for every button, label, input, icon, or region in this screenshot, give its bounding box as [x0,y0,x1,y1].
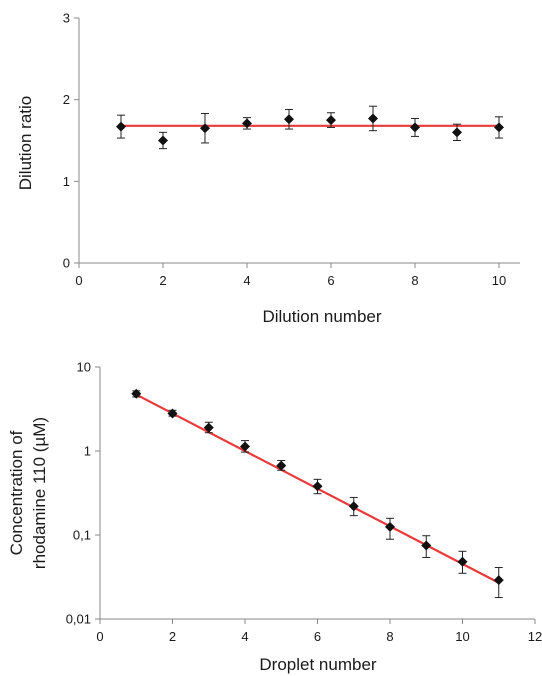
y-tick-label: 10 [77,360,91,375]
y-tick-label: 2 [63,92,70,107]
data-point [385,521,395,532]
x-tick-label: 8 [386,629,393,644]
data-point [348,501,359,512]
data-point [421,540,432,551]
data-point [368,113,378,124]
dilution-ratio-chart: Dilution number Dilution ratio 0 1 2 3 0 2 4 6 8… [16,11,520,326]
data-point [203,422,214,433]
concentration-chart: Droplet number Concentration of rhodamin… [7,360,542,675]
y-tick-label: 0,01 [66,612,91,627]
data-point [493,575,504,586]
top-y-axis-title: Dilution ratio [16,96,35,191]
data-point [131,388,142,399]
x-tick-label: 4 [243,273,250,288]
data-point [276,460,287,471]
x-tick-label: 8 [411,273,418,288]
data-point [284,114,294,125]
data-point [200,123,210,134]
x-tick-label: 2 [169,629,176,644]
x-tick-label: 0 [96,629,103,644]
x-tick-label: 10 [455,629,469,644]
y-tick-label: 1 [63,174,70,189]
x-tick-label: 6 [327,273,334,288]
data-point [494,122,504,133]
y-tick-label: 1 [84,444,91,459]
data-point [410,122,420,133]
x-tick-label: 6 [314,629,321,644]
data-point [457,556,468,567]
data-point [240,441,250,452]
data-point [167,408,178,419]
x-tick-label: 0 [75,273,82,288]
bottom-y-axis-title-line1: Concentration of [7,430,26,555]
y-tick-label: 3 [63,11,70,26]
y-tick-label: 0,1 [73,528,91,543]
data-point [116,121,126,132]
y-tick-label: 0 [63,256,70,271]
data-point [242,118,252,129]
bottom-x-axis-title: Droplet number [259,655,377,674]
data-point [158,135,168,146]
data-point [312,481,323,492]
data-point [452,127,462,138]
x-tick-label: 2 [159,273,166,288]
x-tick-label: 12 [528,629,542,644]
data-point [326,115,336,126]
top-x-axis-title: Dilution number [262,307,381,326]
x-tick-label: 4 [241,629,248,644]
bottom-y-axis-title-line2: rhodamine 110 (µM) [30,417,49,569]
x-tick-label: 10 [492,273,506,288]
